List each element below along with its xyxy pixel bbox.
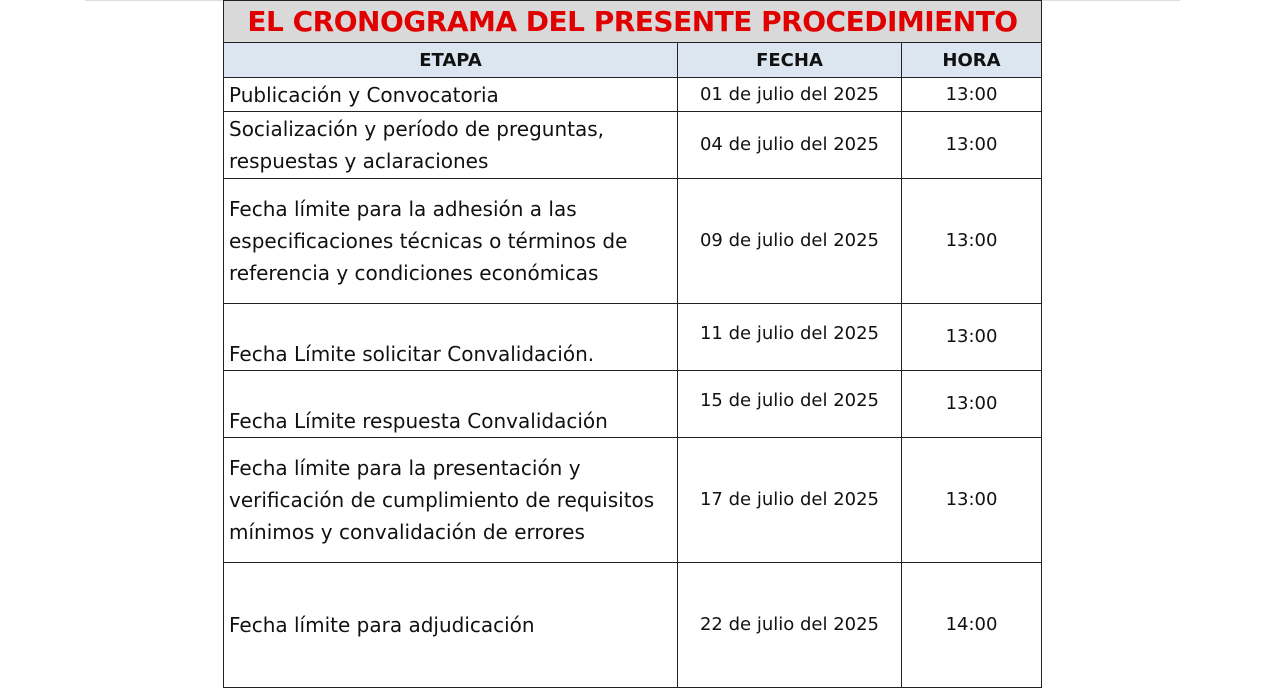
etapa-cell: Fecha límite para adjudicación [223,562,678,688]
table-row: Publicación y Convocatoria 01 de julio de… [223,77,1043,112]
column-header: ETAPA [223,42,678,78]
etapa-cell: Socialización y período de preguntas, re… [223,111,678,179]
table-row: Fecha Límite solicitar Convalidación. 11 … [223,303,1043,371]
column-header: HORA [900,42,1043,78]
table-body: Publicación y Convocatoria 01 de julio de… [223,77,1043,688]
hora-cell: 13:00 [900,111,1043,179]
hora-cell: 13:00 [900,303,1043,371]
etapa-cell: Fecha límite para la presentación y veri… [223,437,678,563]
etapa-cell: Fecha límite para la adhesión a las espe… [223,178,678,304]
fecha-cell: 22 de julio del 2025 [677,562,902,688]
fecha-cell: 15 de julio del 2025 [677,370,902,438]
hora-cell: 14:00 [900,562,1043,688]
etapa-cell: Fecha Límite respuesta Convalidación [223,370,678,438]
etapa-cell: Publicación y Convocatoria [223,77,678,112]
fecha-cell: 09 de julio del 2025 [677,178,902,304]
table-row: Fecha Límite respuesta Convalidación 15 d… [223,370,1043,438]
table-row: Fecha límite para adjudicación 22 de juli… [223,562,1043,688]
fecha-cell: 04 de julio del 2025 [677,111,902,179]
fecha-cell: 01 de julio del 2025 [677,77,902,112]
hora-cell: 13:00 [900,77,1043,112]
etapa-cell: Fecha Límite solicitar Convalidación. [223,303,678,371]
table-row: Fecha límite para la presentación y veri… [223,437,1043,563]
hora-cell: 13:00 [900,437,1043,563]
fecha-cell: 17 de julio del 2025 [677,437,902,563]
hora-cell: 13:00 [900,178,1043,304]
table-title: EL CRONOGRAMA DEL PRESENTE PROCEDIMIENTO [222,0,1043,43]
table-row: Fecha límite para la adhesión a las espe… [223,178,1043,304]
table-row: Socialización y período de preguntas, re… [223,111,1043,179]
schedule-table: EL CRONOGRAMA DEL PRESENTE PROCEDIMIENTO… [222,0,1043,688]
column-header: FECHA [677,42,902,78]
hora-cell: 13:00 [900,370,1043,438]
fecha-cell: 11 de julio del 2025 [677,303,902,371]
